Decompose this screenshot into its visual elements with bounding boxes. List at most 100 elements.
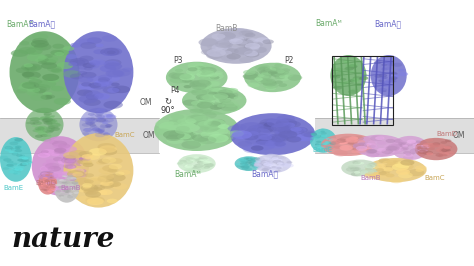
Ellipse shape [62, 186, 71, 190]
Ellipse shape [276, 122, 291, 128]
Ellipse shape [201, 67, 217, 74]
Ellipse shape [58, 195, 64, 197]
Ellipse shape [334, 69, 341, 73]
Ellipse shape [368, 145, 376, 148]
Ellipse shape [237, 165, 241, 167]
Ellipse shape [64, 161, 75, 166]
Ellipse shape [242, 42, 251, 46]
Ellipse shape [208, 121, 221, 127]
Ellipse shape [407, 143, 413, 146]
Ellipse shape [337, 140, 347, 144]
Ellipse shape [104, 61, 119, 67]
Ellipse shape [439, 152, 449, 156]
Ellipse shape [265, 140, 286, 148]
Ellipse shape [42, 128, 52, 132]
Text: BamE: BamE [313, 147, 333, 153]
Ellipse shape [263, 39, 274, 44]
Ellipse shape [275, 81, 283, 84]
Ellipse shape [347, 162, 358, 166]
Ellipse shape [67, 159, 80, 164]
Ellipse shape [293, 127, 307, 133]
Ellipse shape [381, 84, 390, 87]
Ellipse shape [41, 95, 52, 100]
Ellipse shape [320, 131, 325, 132]
Ellipse shape [59, 179, 64, 181]
Ellipse shape [251, 146, 264, 151]
Ellipse shape [182, 99, 197, 106]
Ellipse shape [103, 101, 123, 109]
Ellipse shape [366, 168, 372, 170]
Ellipse shape [56, 124, 62, 127]
Ellipse shape [418, 150, 428, 154]
Ellipse shape [403, 151, 411, 154]
Ellipse shape [378, 88, 387, 92]
Ellipse shape [415, 142, 420, 144]
Ellipse shape [32, 34, 48, 40]
Ellipse shape [50, 189, 54, 190]
Ellipse shape [206, 81, 214, 84]
Ellipse shape [344, 81, 350, 84]
Ellipse shape [267, 134, 286, 142]
Ellipse shape [184, 164, 194, 168]
Ellipse shape [97, 109, 108, 114]
Ellipse shape [174, 73, 185, 78]
Ellipse shape [387, 146, 398, 150]
Ellipse shape [73, 192, 79, 194]
Ellipse shape [198, 166, 206, 169]
Ellipse shape [206, 91, 218, 96]
Ellipse shape [65, 164, 76, 169]
Ellipse shape [354, 162, 362, 165]
Ellipse shape [349, 145, 360, 150]
Ellipse shape [168, 130, 188, 139]
Ellipse shape [235, 156, 263, 171]
Ellipse shape [390, 80, 394, 82]
Ellipse shape [177, 162, 183, 165]
Ellipse shape [264, 167, 272, 169]
Ellipse shape [257, 73, 272, 79]
Ellipse shape [64, 190, 69, 192]
Ellipse shape [262, 168, 269, 171]
Ellipse shape [217, 89, 235, 97]
Ellipse shape [233, 37, 248, 43]
Ellipse shape [179, 77, 193, 83]
Ellipse shape [238, 30, 253, 37]
Text: nature: nature [12, 226, 115, 253]
Ellipse shape [184, 168, 192, 172]
Ellipse shape [207, 127, 228, 136]
Ellipse shape [98, 130, 104, 133]
Ellipse shape [168, 119, 182, 125]
Ellipse shape [209, 91, 224, 97]
Ellipse shape [96, 118, 106, 123]
Ellipse shape [410, 149, 420, 153]
Ellipse shape [95, 118, 101, 121]
Ellipse shape [86, 63, 100, 69]
Ellipse shape [78, 196, 93, 202]
Ellipse shape [86, 94, 99, 100]
Ellipse shape [99, 173, 114, 180]
Ellipse shape [45, 130, 53, 134]
Ellipse shape [82, 159, 92, 163]
Ellipse shape [274, 71, 283, 75]
Ellipse shape [62, 196, 68, 199]
Ellipse shape [44, 184, 48, 186]
Ellipse shape [67, 190, 71, 192]
Ellipse shape [246, 135, 259, 140]
Ellipse shape [263, 81, 277, 86]
Ellipse shape [191, 83, 207, 90]
Ellipse shape [243, 145, 263, 153]
Ellipse shape [204, 163, 214, 167]
Ellipse shape [58, 158, 73, 165]
Ellipse shape [445, 139, 451, 142]
Ellipse shape [382, 90, 386, 92]
Ellipse shape [436, 144, 446, 148]
Ellipse shape [198, 121, 211, 127]
Ellipse shape [109, 164, 122, 169]
Ellipse shape [61, 185, 64, 186]
Ellipse shape [11, 153, 18, 156]
Ellipse shape [391, 136, 429, 160]
Ellipse shape [440, 141, 447, 144]
Ellipse shape [47, 77, 59, 83]
Ellipse shape [396, 169, 410, 175]
Ellipse shape [378, 151, 386, 154]
Ellipse shape [20, 82, 34, 88]
